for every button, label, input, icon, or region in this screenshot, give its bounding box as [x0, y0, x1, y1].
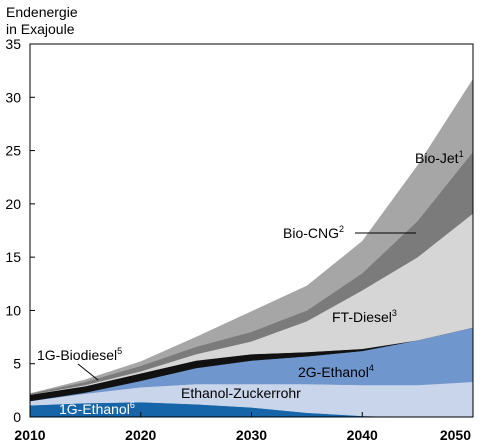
label-bio-jet: Bio-Jet1 [415, 149, 464, 166]
y-tick-label: 35 [5, 36, 21, 52]
label-2g-ethanol: 2G-Ethanol4 [298, 363, 374, 380]
x-tick-label: 2050 [440, 427, 471, 443]
y-tick-label: 5 [13, 356, 21, 372]
x-tick-label: 2010 [14, 427, 45, 443]
label-superscript: 4 [369, 363, 374, 373]
y-tick-label: 15 [5, 249, 21, 265]
y-tick-label: 0 [13, 409, 21, 425]
x-tick-label: 2040 [347, 427, 378, 443]
y-tick-label: 10 [5, 302, 21, 318]
label-1g-biodiesel: 1G-Biodiesel5 [37, 346, 122, 363]
y-tick-label: 30 [5, 89, 21, 105]
label-1g-ethanol: 1G-Ethanol6 [59, 400, 135, 417]
label-superscript: 5 [117, 346, 122, 356]
x-tick-label: 2030 [236, 427, 267, 443]
y-tick-label: 25 [5, 143, 21, 159]
label-superscript: 2 [339, 224, 344, 234]
series-labels: 1G-Ethanol6 Ethanol-Zuckerrohr 2G-Ethanol4… [37, 149, 464, 417]
label-superscript: 6 [130, 400, 135, 410]
label-ft-diesel: FT-Diesel3 [332, 308, 397, 325]
y-axis-ticks: 0 5 10 15 20 25 30 35 [5, 36, 35, 425]
label-superscript: 1 [459, 149, 464, 159]
leader-line-1g-biodiesel [77, 363, 99, 381]
y-axis-label-line2: in Exajoule [6, 21, 75, 37]
y-axis-label-line1: Endenergie [6, 4, 78, 20]
label-bio-cng: Bio-CNG2 [283, 224, 344, 241]
x-axis-ticks: 2010 2020 2030 2040 2050 [14, 412, 474, 443]
label-superscript: 3 [392, 308, 397, 318]
area-series-group [29, 78, 474, 418]
x-tick-label: 2020 [125, 427, 156, 443]
y-tick-label: 20 [5, 196, 21, 212]
label-ethanol-zuckerrohr: Ethanol-Zuckerrohr [181, 385, 301, 401]
